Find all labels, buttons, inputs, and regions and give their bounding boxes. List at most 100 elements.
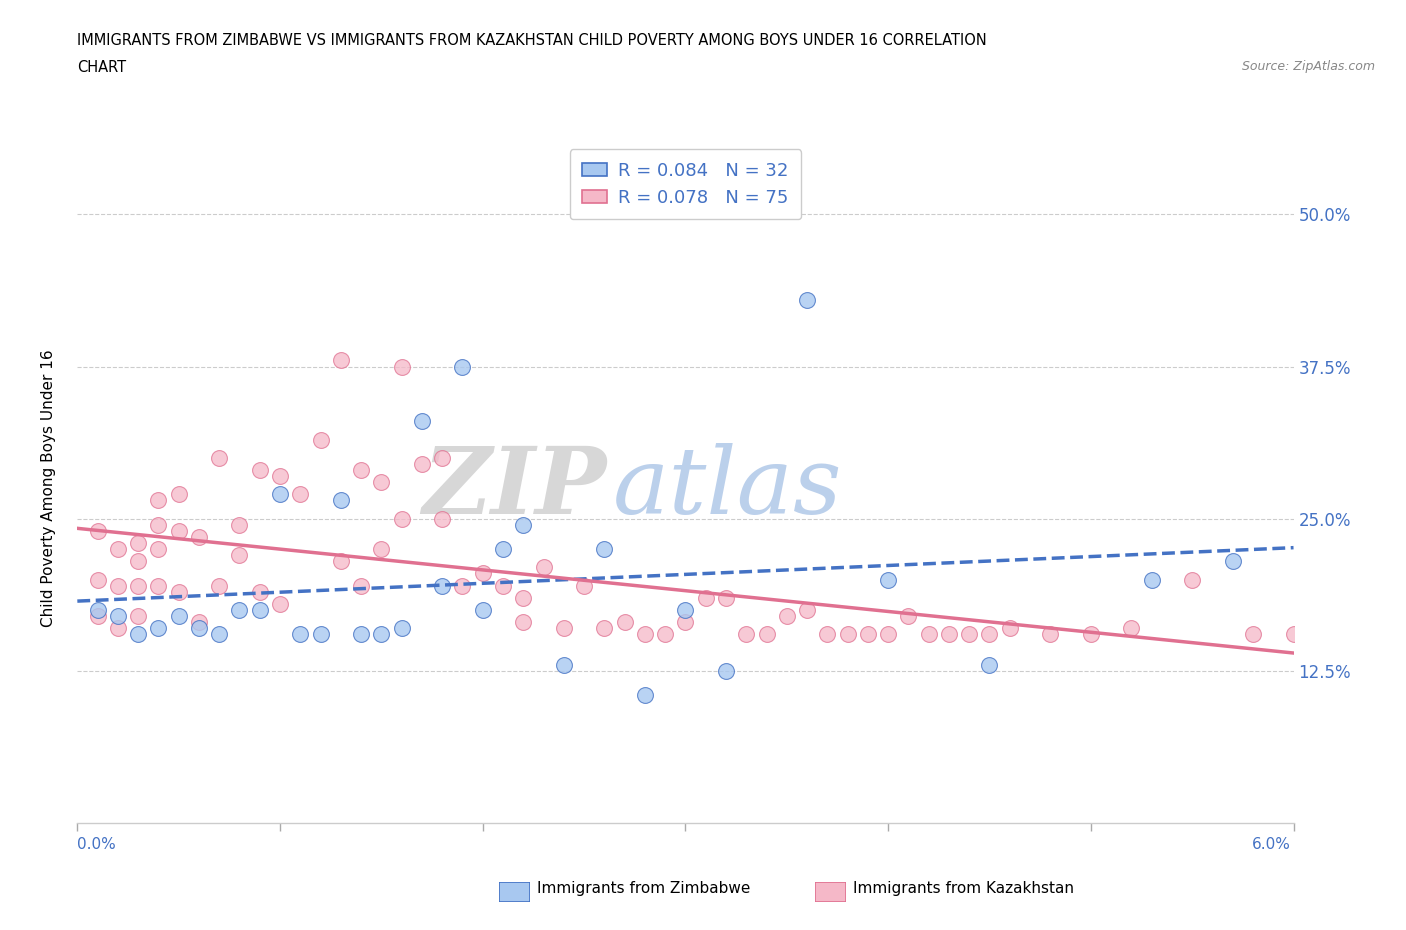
Point [290, 487, 312, 502]
Point [391, 621, 413, 636]
Point [290, 627, 312, 642]
Point [856, 627, 879, 642]
Point [148, 578, 170, 593]
Point [370, 541, 392, 556]
Point [572, 578, 595, 593]
Point [208, 578, 231, 593]
Point [675, 615, 697, 630]
Point [208, 450, 231, 465]
Point [877, 572, 900, 587]
Point [86, 572, 108, 587]
Point [938, 627, 960, 642]
Point [471, 603, 494, 618]
Point [188, 529, 211, 544]
Point [309, 432, 332, 447]
Text: atlas: atlas [613, 444, 842, 533]
Point [269, 487, 291, 502]
Point [148, 493, 170, 508]
Point [148, 517, 170, 532]
Point [1181, 572, 1204, 587]
Point [654, 627, 676, 642]
Text: Immigrants from Zimbabwe: Immigrants from Zimbabwe [537, 881, 751, 896]
Point [188, 621, 211, 636]
Point [391, 359, 413, 374]
Point [1282, 627, 1305, 642]
Point [877, 627, 900, 642]
Point [411, 414, 433, 429]
Text: Source: ZipAtlas.com: Source: ZipAtlas.com [1241, 60, 1375, 73]
Point [533, 560, 555, 575]
Point [634, 627, 657, 642]
Text: Immigrants from Kazakhstan: Immigrants from Kazakhstan [853, 881, 1074, 896]
Point [249, 462, 271, 477]
Point [329, 353, 352, 368]
Point [370, 627, 392, 642]
Text: CHART: CHART [77, 60, 127, 75]
Text: 0.0%: 0.0% [77, 837, 117, 852]
Point [897, 608, 920, 623]
Point [432, 450, 454, 465]
Point [998, 621, 1021, 636]
Text: IMMIGRANTS FROM ZIMBABWE VS IMMIGRANTS FROM KAZAKHSTAN CHILD POVERTY AMONG BOYS : IMMIGRANTS FROM ZIMBABWE VS IMMIGRANTS F… [77, 33, 987, 47]
Point [391, 512, 413, 526]
Point [350, 462, 373, 477]
Point [107, 621, 129, 636]
Point [188, 615, 211, 630]
Point [208, 627, 231, 642]
Point [167, 487, 190, 502]
Point [553, 658, 575, 672]
Point [1080, 627, 1102, 642]
Point [228, 548, 250, 563]
Point [107, 608, 129, 623]
Point [471, 566, 494, 581]
Point [228, 517, 250, 532]
Point [86, 608, 108, 623]
Point [979, 658, 1001, 672]
Point [755, 627, 778, 642]
Point [167, 524, 190, 538]
Point [148, 621, 170, 636]
Point [714, 591, 737, 605]
Point [107, 578, 129, 593]
Point [776, 608, 799, 623]
Point [815, 627, 838, 642]
Point [613, 615, 636, 630]
Y-axis label: Child Poverty Among Boys Under 16: Child Poverty Among Boys Under 16 [42, 350, 56, 627]
Point [593, 541, 616, 556]
Text: 6.0%: 6.0% [1251, 837, 1291, 852]
Point [432, 578, 454, 593]
Point [411, 457, 433, 472]
Point [1039, 627, 1062, 642]
Point [86, 603, 108, 618]
Point [350, 578, 373, 593]
Point [634, 688, 657, 703]
Point [492, 578, 515, 593]
Point [309, 627, 332, 642]
Point [432, 512, 454, 526]
Point [86, 524, 108, 538]
Point [249, 603, 271, 618]
Point [451, 578, 474, 593]
Point [1222, 554, 1244, 569]
Point [553, 621, 575, 636]
Point [512, 615, 534, 630]
Point [269, 469, 291, 484]
Point [269, 596, 291, 611]
Point [918, 627, 941, 642]
Point [837, 627, 859, 642]
Point [979, 627, 1001, 642]
Point [249, 584, 271, 599]
Point [107, 541, 129, 556]
Point [714, 663, 737, 678]
Point [735, 627, 758, 642]
Point [796, 603, 818, 618]
Point [127, 578, 149, 593]
Point [512, 591, 534, 605]
Point [167, 608, 190, 623]
Point [512, 517, 534, 532]
Point [593, 621, 616, 636]
Legend: R = 0.084   N = 32, R = 0.078   N = 75: R = 0.084 N = 32, R = 0.078 N = 75 [569, 149, 801, 219]
Point [675, 603, 697, 618]
Point [957, 627, 980, 642]
Point [127, 608, 149, 623]
